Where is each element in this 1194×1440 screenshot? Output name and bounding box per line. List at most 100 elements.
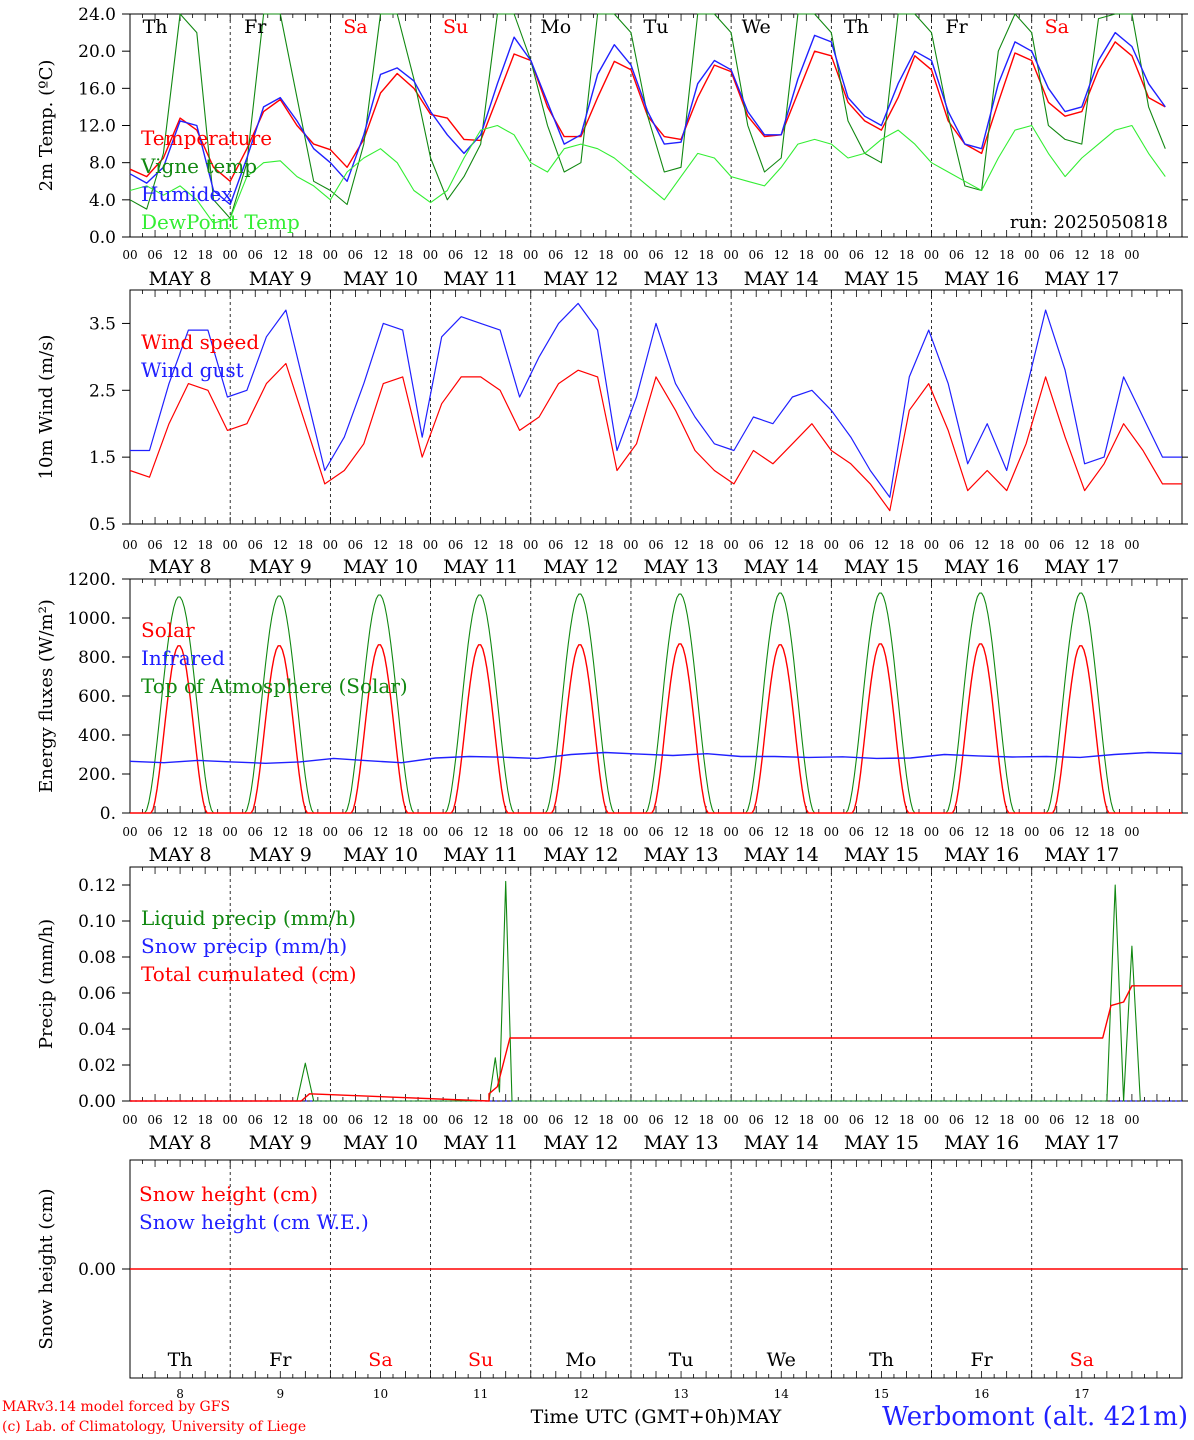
temp-hour-tick-label: 06: [849, 248, 864, 262]
temp-hour-tick-label: 00: [1024, 248, 1039, 262]
energy-date-label: MAY 14: [744, 844, 819, 866]
precip-y-tick-label: 0.00: [78, 1092, 116, 1112]
temp-hour-tick-label: 12: [473, 248, 488, 262]
station-label: Werbomont (alt. 421m): [882, 1402, 1188, 1432]
temp-hour-tick-label: 12: [273, 248, 288, 262]
energy-y-tick-label: 1200.: [67, 570, 116, 590]
precip-hour-tick-label: 12: [974, 1113, 989, 1127]
wind-hour-tick-label: 12: [573, 538, 588, 552]
energy-hour-tick-label: 12: [573, 825, 588, 839]
energy-hour-tick-label: 00: [824, 825, 839, 839]
wind-series-wind-gust: [130, 302, 1182, 498]
energy-legend-2: Infrared: [141, 646, 225, 670]
energy-hour-tick-label: 00: [223, 825, 238, 839]
energy-hour-tick-label: 18: [999, 825, 1014, 839]
snow-weekday-label: Su: [468, 1349, 493, 1371]
precip-date-label: MAY 14: [744, 1132, 819, 1154]
precip-hour-tick-label: 18: [198, 1113, 213, 1127]
energy-hour-tick-label: 12: [673, 825, 688, 839]
temp-y-tick-label: 12.0: [78, 117, 116, 137]
precip-y-tick-label: 0.08: [78, 948, 116, 968]
wind-hour-tick-label: 18: [698, 538, 713, 552]
wind-date-label: MAY 9: [249, 556, 312, 578]
energy-hour-tick-label: 06: [749, 825, 764, 839]
wind-hour-tick-label: 06: [749, 538, 764, 552]
temp-hour-tick-label: 06: [548, 248, 563, 262]
wind-y-tick-label: 1.5: [89, 448, 116, 468]
energy-hour-tick-label: 06: [548, 825, 563, 839]
temp-legend-2: Vigne temp: [140, 154, 257, 178]
wind-hour-tick-label: 12: [172, 538, 187, 552]
energy-legend-3: Top of Atmosphere (Solar): [141, 674, 408, 698]
precip-legend-2: Snow precip (mm/h): [141, 934, 347, 958]
wind-hour-tick-label: 00: [323, 538, 338, 552]
precip-series-liquid: [130, 880, 1141, 1102]
temp-weekday-label: Fr: [945, 16, 968, 38]
snow-day-number: 13: [673, 1387, 688, 1401]
precip-hour-tick-label: 12: [573, 1113, 588, 1127]
temp-legend-4: DewPoint Temp: [141, 210, 300, 234]
wind-hour-tick-label: 12: [774, 538, 789, 552]
temp-y-axis-label: 2m Temp. (ºC): [36, 60, 57, 192]
precip-hour-tick-label: 18: [698, 1113, 713, 1127]
temp-hour-tick-label: 18: [298, 248, 313, 262]
temp-hour-tick-label: 18: [999, 248, 1014, 262]
snow-day-number: 11: [473, 1387, 488, 1401]
precip-hour-tick-label: 12: [874, 1113, 889, 1127]
snow-day-number: 14: [774, 1387, 790, 1401]
snow-day-number: 17: [1074, 1387, 1089, 1401]
precip-date-label: MAY 8: [149, 1132, 212, 1154]
energy-date-label: MAY 10: [343, 844, 418, 866]
temp-hour-tick-label: 00: [323, 248, 338, 262]
temp-weekday-label: Fr: [244, 16, 267, 38]
temp-weekday-label: Su: [443, 16, 468, 38]
energy-hour-tick-label: 18: [899, 825, 914, 839]
wind-hour-tick-label: 18: [498, 538, 513, 552]
snow-day-number: 15: [874, 1387, 889, 1401]
temp-hour-tick-label: 12: [373, 248, 388, 262]
temp-hour-tick-label: 00: [623, 248, 638, 262]
temp-y-tick-label: 16.0: [78, 79, 116, 99]
precip-date-label: MAY 13: [643, 1132, 718, 1154]
temp-hour-tick-label: 00: [824, 248, 839, 262]
temp-hour-tick-label: 12: [573, 248, 588, 262]
snow-weekday-label: Th: [869, 1349, 894, 1371]
energy-hour-tick-label: 00: [523, 825, 538, 839]
temp-hour-tick-label: 00: [924, 248, 939, 262]
precip-y-tick-label: 0.12: [78, 876, 116, 896]
temp-y-tick-label: 4.0: [89, 191, 116, 211]
wind-date-label: MAY 10: [343, 556, 418, 578]
energy-date-label: MAY 8: [149, 844, 212, 866]
precip-hour-tick-label: 18: [1099, 1113, 1114, 1127]
energy-y-tick-label: 400.: [78, 726, 116, 746]
temp-weekday-label: Th: [143, 16, 168, 38]
energy-hour-tick-label: 06: [147, 825, 162, 839]
precip-hour-tick-label: 06: [1049, 1113, 1064, 1127]
energy-date-label: MAY 13: [643, 844, 718, 866]
temp-y-tick-label: 0.0: [89, 228, 116, 248]
energy-hour-tick-label: 18: [698, 825, 713, 839]
temp-date-label: MAY 17: [1044, 268, 1119, 290]
temp-hour-tick-label: 06: [448, 248, 463, 262]
wind-hour-tick-label: 12: [373, 538, 388, 552]
precip-legend-3: Total cumulated (cm): [141, 962, 357, 986]
precip-hour-tick-label: 18: [598, 1113, 613, 1127]
snow-day-number: 10: [373, 1387, 388, 1401]
temp-hour-tick-label: 06: [147, 248, 162, 262]
temp-weekday-label: Sa: [1045, 16, 1069, 38]
precip-hour-tick-label: 00: [724, 1113, 739, 1127]
wind-hour-tick-label: 00: [1024, 538, 1039, 552]
energy-y-tick-label: 600.: [78, 687, 116, 707]
precip-hour-tick-label: 06: [147, 1113, 162, 1127]
temp-hour-tick-label: 06: [749, 248, 764, 262]
precip-hour-tick-label: 18: [999, 1113, 1014, 1127]
wind-hour-tick-label: 18: [598, 538, 613, 552]
energy-date-label: MAY 16: [944, 844, 1019, 866]
precip-hour-tick-label: 06: [448, 1113, 463, 1127]
wind-hour-tick-label: 00: [523, 538, 538, 552]
wind-y-axis-label: 10m Wind (m/s): [36, 335, 57, 480]
wind-hour-tick-label: 12: [473, 538, 488, 552]
wind-hour-tick-label: 18: [999, 538, 1014, 552]
precip-date-label: MAY 12: [543, 1132, 618, 1154]
